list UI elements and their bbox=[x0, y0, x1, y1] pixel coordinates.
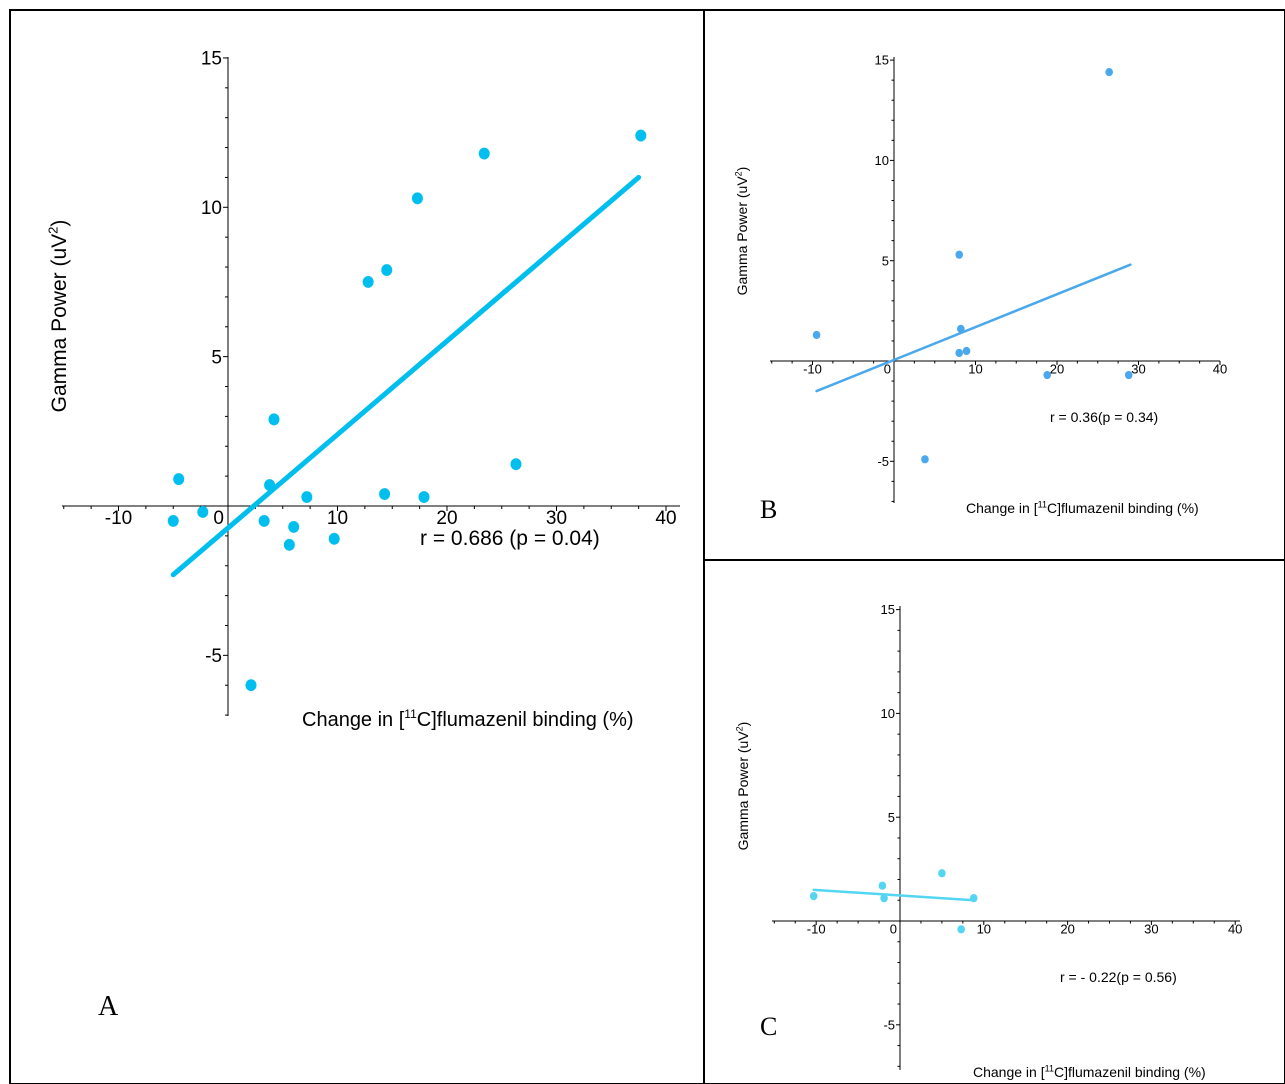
x-tick-label: 0 bbox=[213, 508, 224, 529]
x-tick-label: 40 bbox=[655, 508, 676, 529]
regression-line bbox=[815, 263, 1132, 393]
data-point bbox=[957, 925, 965, 934]
y-tick-label: 5 bbox=[211, 347, 222, 368]
y-axis-title: Gamma Power (uV2) bbox=[734, 722, 751, 851]
y-tick-label: 15 bbox=[881, 602, 895, 617]
panel-letter-b: B bbox=[760, 495, 777, 524]
data-point bbox=[411, 192, 423, 205]
data-point bbox=[955, 250, 963, 259]
x-tick-label: 10 bbox=[327, 508, 348, 529]
y-tick-label: -5 bbox=[877, 454, 889, 469]
data-point bbox=[245, 679, 257, 692]
x-tick-label: 20 bbox=[1060, 921, 1074, 936]
y-axis-title: Gamma Power (uV2) bbox=[733, 167, 750, 296]
x-tick-label: -10 bbox=[803, 361, 822, 376]
data-point bbox=[1124, 370, 1133, 380]
y-tick-label: 15 bbox=[201, 49, 222, 70]
data-point bbox=[1105, 68, 1113, 77]
regression-line bbox=[170, 174, 642, 578]
x-tick-label: 30 bbox=[1144, 921, 1158, 936]
regression-line bbox=[812, 888, 975, 902]
data-point bbox=[288, 520, 300, 533]
panel-b-frame bbox=[703, 9, 1285, 561]
data-point bbox=[962, 346, 971, 356]
x-axis-title: Change in [11C]flumazenil binding (%) bbox=[973, 1063, 1206, 1080]
y-tick-label: -5 bbox=[883, 1017, 895, 1032]
y-tick-label: 5 bbox=[888, 810, 895, 825]
panel-letter-c: C bbox=[760, 1012, 777, 1041]
data-point bbox=[301, 491, 313, 503]
data-point bbox=[197, 506, 209, 518]
y-axis-title: Gamma Power (uV2) bbox=[46, 220, 71, 413]
y-tick-label: 10 bbox=[201, 198, 222, 219]
data-point bbox=[258, 514, 270, 527]
correlation-annotation: r = 0.36(p = 0.34) bbox=[1050, 409, 1158, 425]
data-point bbox=[921, 455, 929, 464]
x-tick-label: 20 bbox=[1050, 361, 1064, 376]
data-point bbox=[328, 532, 340, 545]
y-tick-label: -5 bbox=[205, 646, 222, 667]
x-tick-label: 40 bbox=[1228, 921, 1242, 936]
chart-panel-a: -10 0 10 20 30 40 -5 5 10 15 r = 0.686 (p = 0.04) C… bbox=[46, 49, 680, 731]
data-point bbox=[938, 869, 946, 878]
panel-letter-a: A bbox=[98, 991, 119, 1022]
data-point bbox=[880, 894, 888, 903]
y-tick-label: 10 bbox=[881, 706, 895, 721]
data-point bbox=[381, 264, 393, 276]
data-point bbox=[362, 276, 374, 288]
data-point bbox=[264, 479, 276, 492]
x-tick-label: 0 bbox=[884, 361, 891, 376]
data-point bbox=[173, 473, 185, 486]
data-point bbox=[510, 458, 522, 471]
data-point bbox=[969, 894, 978, 903]
y-tick-label: 10 bbox=[875, 153, 889, 168]
panel-c-frame bbox=[703, 559, 1285, 1084]
x-axis-title: Change in [11C]flumazenil binding (%) bbox=[966, 499, 1199, 516]
data-point bbox=[809, 891, 818, 901]
x-tick-label: 40 bbox=[1213, 361, 1227, 376]
data-point bbox=[268, 413, 280, 426]
y-tick-label: 15 bbox=[875, 53, 889, 68]
panel-a-frame bbox=[9, 9, 705, 1084]
y-tick-label: 5 bbox=[882, 253, 889, 268]
x-tick-label: -10 bbox=[807, 921, 826, 936]
data-point bbox=[635, 129, 647, 142]
x-tick-label: 20 bbox=[436, 508, 457, 529]
data-point bbox=[812, 330, 821, 340]
correlation-annotation: r = 0.686 (p = 0.04) bbox=[420, 527, 600, 550]
chart-panel-b: -10 0 10 20 30 40 -5 5 10 15 r = 0.36(p = 0.34) Cha… bbox=[733, 53, 1227, 516]
data-point bbox=[379, 488, 391, 500]
data-point bbox=[957, 324, 965, 334]
data-point bbox=[878, 881, 887, 890]
correlation-annotation: r = - 0.22(p = 0.56) bbox=[1060, 969, 1177, 985]
data-point bbox=[955, 348, 963, 358]
x-axis-title: Change in [11C]flumazenil binding (%) bbox=[302, 707, 634, 731]
data-point bbox=[418, 491, 430, 503]
x-tick-label: 30 bbox=[546, 508, 567, 529]
x-tick-label: 10 bbox=[968, 361, 982, 376]
data-point bbox=[283, 538, 295, 551]
data-point bbox=[167, 514, 179, 527]
x-tick-label: -10 bbox=[105, 508, 132, 529]
x-tick-label: 10 bbox=[977, 921, 991, 936]
x-tick-label: 30 bbox=[1131, 361, 1145, 376]
chart-panel-c: -10 0 10 20 30 40 -5 5 10 15 r = - 0.22(p = 0.56) C… bbox=[734, 602, 1242, 1080]
x-tick-label: 0 bbox=[890, 921, 897, 936]
data-point bbox=[1043, 370, 1052, 380]
data-point bbox=[478, 147, 490, 160]
